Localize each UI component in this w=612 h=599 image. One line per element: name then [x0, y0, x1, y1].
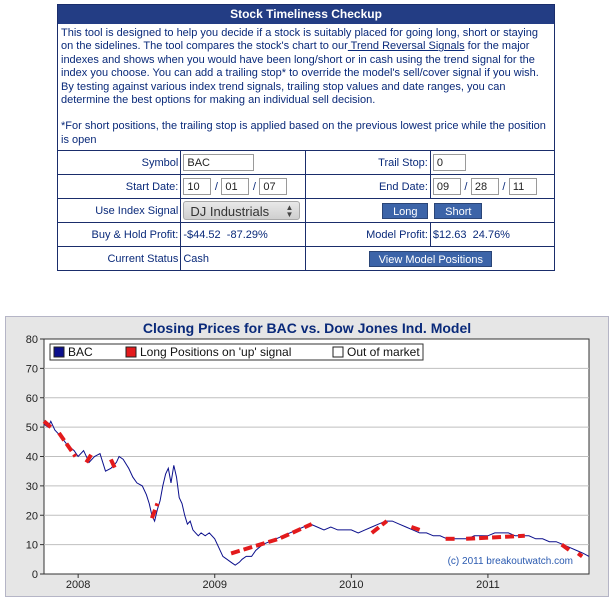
y-tick-label: 60	[26, 393, 38, 405]
model-profit-value: $12.63	[432, 228, 467, 241]
start-year-input[interactable]: 07	[259, 178, 288, 196]
long-position-segment	[150, 502, 160, 519]
checkup-form: Symbol BAC Trail Stop: 0 Start Date: 10/…	[58, 151, 554, 271]
long-position-segment	[109, 458, 117, 470]
current-status-label: Current Status	[58, 246, 182, 271]
trail-stop-label: Trail Stop:	[305, 151, 431, 176]
legend-label-out: Out of market	[347, 345, 420, 359]
description-text-continued: for the major indexes and shows when you…	[61, 40, 539, 107]
date-separator: /	[252, 180, 256, 193]
end-month-input[interactable]: 09	[432, 178, 461, 196]
long-position-segment	[84, 452, 94, 464]
x-tick-label: 2008	[66, 579, 90, 591]
trail-stop-input[interactable]: 0	[432, 154, 466, 172]
y-tick-label: 30	[26, 481, 38, 493]
symbol-label: Symbol	[58, 151, 182, 176]
description-text: This tool is designed to help you decide…	[61, 27, 538, 53]
index-signal-label: Use Index Signal	[58, 198, 182, 224]
long-position-segment	[465, 533, 525, 541]
description-paragraph: This tool is designed to help you decide…	[61, 27, 552, 107]
footnote: *For short positions, the trailing stop …	[61, 120, 546, 146]
legend-swatch-bac	[53, 346, 65, 358]
symbol-input[interactable]: BAC	[183, 154, 255, 172]
current-status-value: Cash	[180, 246, 307, 271]
legend-label-bac: BAC	[68, 345, 93, 359]
end-day-input[interactable]: 28	[470, 178, 499, 196]
chart-credit: (c) 2011 breakoutwatch.com	[448, 556, 573, 567]
y-tick-label: 10	[26, 540, 38, 552]
tool-description: This tool is designed to help you decide…	[58, 24, 554, 152]
chart-title: Closing Prices for BAC vs. Dow Jones Ind…	[143, 320, 471, 336]
x-tick-label: 2011	[476, 579, 500, 591]
y-tick-label: 0	[32, 569, 38, 581]
start-month-input[interactable]: 10	[183, 178, 212, 196]
stepper-arrows-icon: ▲ ▼	[285, 203, 294, 220]
buy-hold-profit-percent: -87.29%	[226, 228, 268, 241]
end-date-label: End Date:	[305, 174, 431, 200]
long-position-segment	[42, 419, 53, 429]
bac-price-line	[43, 420, 590, 566]
x-tick-label: 2010	[339, 579, 363, 591]
long-position-segment	[370, 519, 389, 535]
y-tick-label: 80	[26, 334, 38, 346]
date-separator: /	[464, 180, 468, 193]
long-position-segment	[560, 542, 572, 553]
price-chart: Closing Prices for BAC vs. Dow Jones Ind…	[26, 320, 590, 591]
long-position-segment	[230, 522, 313, 556]
legend-swatch-long	[125, 346, 137, 358]
long-position-segment	[57, 431, 78, 458]
start-day-input[interactable]: 01	[221, 178, 250, 196]
end-year-input[interactable]: 11	[508, 178, 537, 196]
long-position-segment	[410, 525, 421, 532]
trend-reversal-signals-link[interactable]: Trend Reversal Signals	[347, 40, 465, 53]
panel-title: Stock Timeliness Checkup	[58, 5, 554, 24]
index-signal-value: DJ Industrials	[190, 204, 270, 220]
y-tick-label: 50	[26, 422, 38, 434]
buy-hold-profit-value: -$44.52	[183, 228, 221, 241]
legend-swatch-out	[332, 346, 344, 358]
long-position-segment	[576, 551, 584, 559]
x-tick-label: 2009	[202, 579, 226, 591]
view-model-positions-button[interactable]: View Model Positions	[369, 250, 493, 267]
stock-timeliness-panel: Stock Timeliness Checkup This tool is de…	[57, 4, 555, 272]
y-tick-label: 40	[26, 452, 38, 464]
legend-label-long: Long Positions on 'up' signal	[140, 345, 291, 359]
start-date-label: Start Date:	[58, 174, 182, 200]
y-tick-label: 20	[26, 510, 38, 522]
index-signal-select[interactable]: DJ Industrials ▲ ▼	[183, 201, 301, 221]
model-profit-label: Model Profit:	[305, 222, 431, 248]
model-profit-percent: 24.76%	[472, 228, 510, 241]
long-button[interactable]: Long	[382, 202, 429, 219]
buy-hold-profit-label: Buy & Hold Profit:	[58, 222, 182, 248]
y-tick-label: 70	[26, 363, 38, 375]
price-chart-frame: Closing Prices for BAC vs. Dow Jones Ind…	[5, 316, 609, 597]
short-button[interactable]: Short	[434, 202, 483, 219]
legend-box	[49, 343, 424, 361]
date-separator: /	[214, 180, 218, 193]
date-separator: /	[502, 180, 506, 193]
